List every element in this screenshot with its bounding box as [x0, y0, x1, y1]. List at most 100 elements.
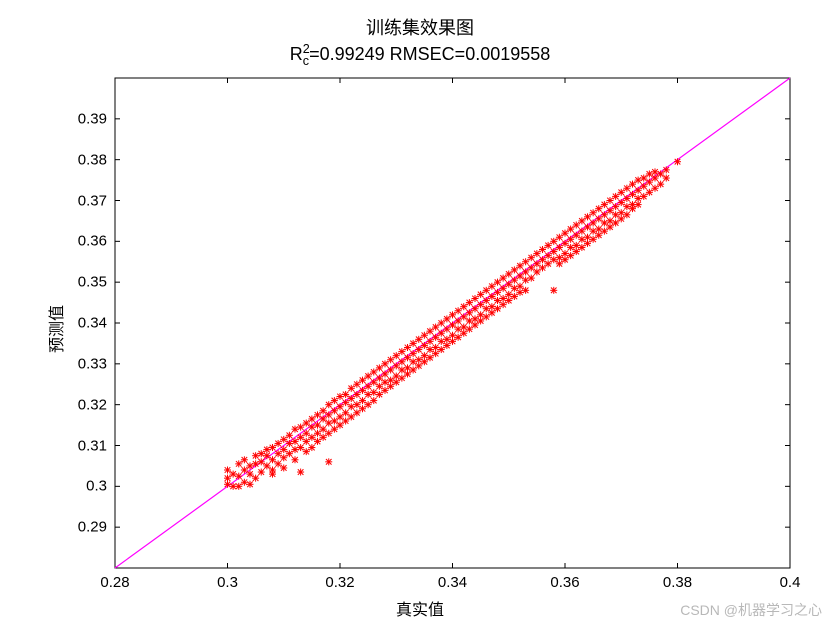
scatter-point	[263, 462, 270, 469]
scatter-point	[258, 469, 265, 476]
scatter-point	[438, 330, 445, 337]
scatter-point	[517, 262, 524, 269]
scatter-point	[539, 256, 546, 263]
y-tick-label: 0.39	[78, 110, 107, 127]
scatter-point	[410, 350, 417, 357]
scatter-point	[415, 362, 422, 369]
scatter-point	[505, 281, 512, 288]
scatter-point	[562, 240, 569, 247]
scatter-point	[590, 236, 597, 243]
scatter-point	[646, 179, 653, 186]
scatter-point	[387, 356, 394, 363]
scatter-point	[348, 413, 355, 420]
scatter-point	[342, 418, 349, 425]
scatter-point	[443, 342, 450, 349]
scatter-point	[370, 369, 377, 376]
title2-mid: =0.99249 RMSEC=0.0019558	[309, 44, 550, 64]
scatter-point	[432, 350, 439, 357]
scatter-point	[556, 244, 563, 251]
scatter-point	[292, 456, 299, 463]
scatter-point	[308, 444, 315, 451]
scatter-point	[663, 166, 670, 173]
scatter-point	[533, 260, 540, 267]
scatter-point	[635, 201, 642, 208]
scatter-point	[269, 444, 276, 451]
scatter-point	[247, 481, 254, 488]
scatter-point	[584, 213, 591, 220]
scatter-point	[235, 460, 242, 467]
scatter-point	[235, 473, 242, 480]
scatter-point	[415, 336, 422, 343]
scatter-point	[432, 324, 439, 331]
chart-title-main: 训练集效果图	[0, 14, 840, 40]
scatter-point	[517, 273, 524, 280]
scatter-point	[466, 309, 473, 316]
scatter-point	[528, 264, 535, 271]
scatter-point	[472, 305, 479, 312]
scatter-point	[500, 285, 507, 292]
scatter-point	[460, 330, 467, 337]
scatter-point	[663, 175, 670, 182]
scatter-point	[353, 391, 360, 398]
scatter-point	[472, 295, 479, 302]
scatter-point	[376, 375, 383, 382]
scatter-point	[303, 438, 310, 445]
scatter-point	[629, 205, 636, 212]
scatter-point	[539, 264, 546, 271]
scatter-point	[297, 424, 304, 431]
scatter-point	[314, 438, 321, 445]
scatter-point	[635, 187, 642, 194]
scatter-point	[337, 422, 344, 429]
scatter-point	[483, 287, 490, 294]
scatter-point	[275, 450, 282, 457]
scatter-point	[640, 175, 647, 182]
scatter-point	[443, 315, 450, 322]
scatter-point	[488, 309, 495, 316]
scatter-point	[528, 275, 535, 282]
scatter-point	[460, 303, 467, 310]
scatter-point	[280, 464, 287, 471]
scatter-point	[607, 224, 614, 231]
scatter-point	[320, 415, 327, 422]
scatter-point	[488, 283, 495, 290]
scatter-point	[494, 279, 501, 286]
x-tick-label: 0.28	[100, 574, 129, 591]
scatter-point	[477, 317, 484, 324]
scatter-point	[280, 436, 287, 443]
scatter-point	[320, 434, 327, 441]
scatter-point	[494, 305, 501, 312]
scatter-point	[511, 293, 518, 300]
title1-text: 训练集效果图	[366, 18, 474, 38]
scatter-point	[607, 207, 614, 214]
scatter-point	[286, 450, 293, 457]
scatter-point	[567, 236, 574, 243]
scatter-point	[427, 328, 434, 335]
scatter-point	[331, 407, 338, 414]
scatter-point	[331, 426, 338, 433]
scatter-point	[398, 358, 405, 365]
scatter-point	[584, 224, 591, 231]
scatter-point	[348, 385, 355, 392]
scatter-point	[275, 440, 282, 447]
scatter-point	[652, 175, 659, 182]
scatter-point	[629, 181, 636, 188]
scatter-point	[618, 189, 625, 196]
scatter-point	[427, 354, 434, 361]
scatter-point	[393, 379, 400, 386]
scatter-point	[443, 326, 450, 333]
scatter-point	[522, 287, 529, 294]
scatter-point	[410, 340, 417, 347]
x-tick-label: 0.34	[438, 574, 467, 591]
scatter-point	[421, 332, 428, 339]
scatter-point	[342, 391, 349, 398]
scatter-point	[325, 430, 332, 437]
scatter-point	[303, 448, 310, 455]
scatter-point	[528, 254, 535, 261]
scatter-point	[550, 238, 557, 245]
scatter-point	[269, 471, 276, 478]
scatter-point	[410, 366, 417, 373]
scatter-point	[308, 434, 315, 441]
title2-pre: R	[290, 44, 303, 64]
scatter-point	[545, 260, 552, 267]
scatter-point	[562, 230, 569, 237]
